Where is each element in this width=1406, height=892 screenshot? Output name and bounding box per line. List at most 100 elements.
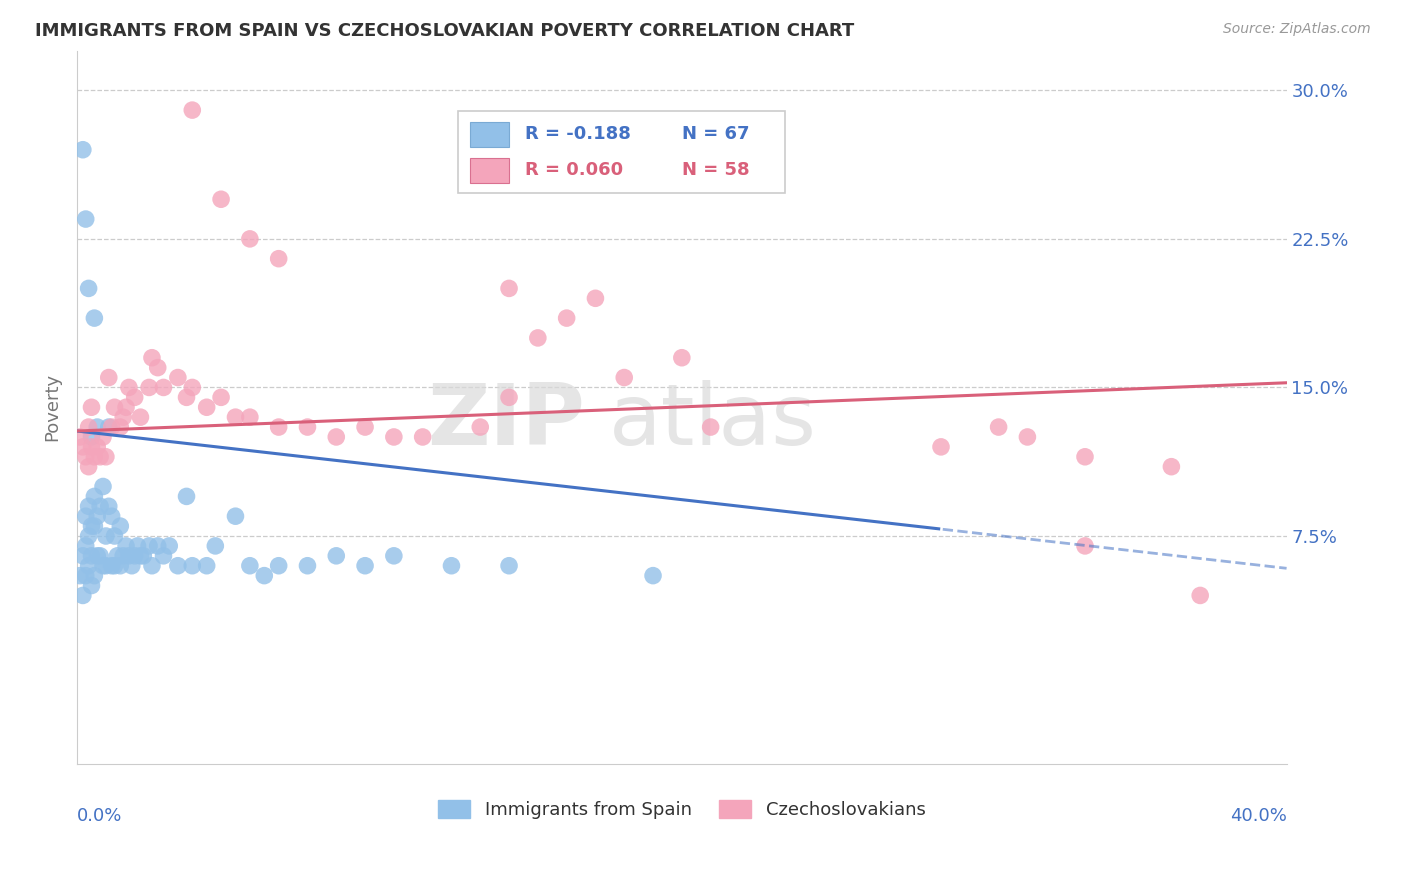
Point <box>209 390 232 404</box>
Text: 0.0%: 0.0% <box>77 806 122 824</box>
Point <box>77 500 100 514</box>
Point <box>127 539 149 553</box>
Point <box>176 489 198 503</box>
Point <box>91 479 114 493</box>
Point <box>80 519 103 533</box>
Point <box>103 401 125 415</box>
Point <box>195 558 218 573</box>
Point <box>181 103 204 117</box>
Point <box>124 390 146 404</box>
Point <box>112 549 135 563</box>
Point <box>118 380 141 394</box>
Point <box>75 212 97 227</box>
Point <box>107 549 129 563</box>
Point <box>129 549 152 563</box>
Point <box>1017 430 1039 444</box>
Point <box>267 420 290 434</box>
Point <box>699 420 721 434</box>
Point <box>138 539 160 553</box>
Point <box>325 549 347 563</box>
Point <box>498 281 520 295</box>
Point <box>382 430 405 444</box>
Point <box>929 440 952 454</box>
Point <box>124 549 146 563</box>
Point <box>83 519 105 533</box>
Point <box>69 430 91 444</box>
Point <box>83 311 105 326</box>
Point <box>1189 589 1212 603</box>
Point <box>75 450 97 464</box>
Point <box>157 539 180 553</box>
Text: R = -0.188: R = -0.188 <box>524 125 630 143</box>
Point <box>267 252 290 266</box>
Point <box>152 380 174 394</box>
Point <box>86 549 108 563</box>
FancyBboxPatch shape <box>458 112 785 194</box>
Point <box>146 539 169 553</box>
Point <box>100 420 122 434</box>
Point <box>176 390 198 404</box>
Point <box>297 558 319 573</box>
Point <box>83 489 105 503</box>
Point <box>94 450 117 464</box>
Point <box>77 459 100 474</box>
Text: 40.0%: 40.0% <box>1230 806 1286 824</box>
Point <box>181 558 204 573</box>
Point <box>585 291 607 305</box>
Point <box>641 568 664 582</box>
Point <box>129 410 152 425</box>
Bar <box>470 122 509 147</box>
Point <box>671 351 693 365</box>
Point <box>69 568 91 582</box>
Point <box>97 500 120 514</box>
Point <box>86 509 108 524</box>
Text: IMMIGRANTS FROM SPAIN VS CZECHOSLOVAKIAN POVERTY CORRELATION CHART: IMMIGRANTS FROM SPAIN VS CZECHOSLOVAKIAN… <box>35 22 855 40</box>
Point <box>146 360 169 375</box>
Point <box>297 420 319 434</box>
Point <box>83 568 105 582</box>
Point <box>77 529 100 543</box>
Point <box>498 390 520 404</box>
Point <box>112 410 135 425</box>
Text: N = 67: N = 67 <box>682 125 749 143</box>
Point <box>224 410 246 425</box>
Point <box>91 558 114 573</box>
Point <box>77 281 100 295</box>
Point <box>224 509 246 524</box>
Point <box>382 549 405 563</box>
Point <box>103 529 125 543</box>
Point <box>440 558 463 573</box>
Point <box>118 549 141 563</box>
Text: Source: ZipAtlas.com: Source: ZipAtlas.com <box>1223 22 1371 37</box>
Point <box>89 450 111 464</box>
Point <box>167 370 190 384</box>
Point <box>110 420 132 434</box>
Point <box>267 558 290 573</box>
Point <box>83 450 105 464</box>
Point <box>115 401 138 415</box>
Text: ZIP: ZIP <box>427 380 585 463</box>
Point <box>80 430 103 444</box>
Point <box>121 558 143 573</box>
Point <box>555 311 578 326</box>
Point <box>75 539 97 553</box>
Point <box>72 589 94 603</box>
Point <box>1074 450 1097 464</box>
Point <box>75 568 97 582</box>
Point <box>103 558 125 573</box>
Point <box>72 549 94 563</box>
Point <box>97 420 120 434</box>
Legend: Immigrants from Spain, Czechoslovakians: Immigrants from Spain, Czechoslovakians <box>430 792 934 826</box>
Point <box>354 558 377 573</box>
Text: N = 58: N = 58 <box>682 161 749 178</box>
Point <box>527 331 550 345</box>
Point <box>100 509 122 524</box>
Point <box>72 440 94 454</box>
Point <box>89 500 111 514</box>
Point <box>987 420 1010 434</box>
Text: atlas: atlas <box>609 380 817 463</box>
Bar <box>470 158 509 183</box>
Point <box>77 420 100 434</box>
Point <box>132 549 155 563</box>
Point <box>94 558 117 573</box>
